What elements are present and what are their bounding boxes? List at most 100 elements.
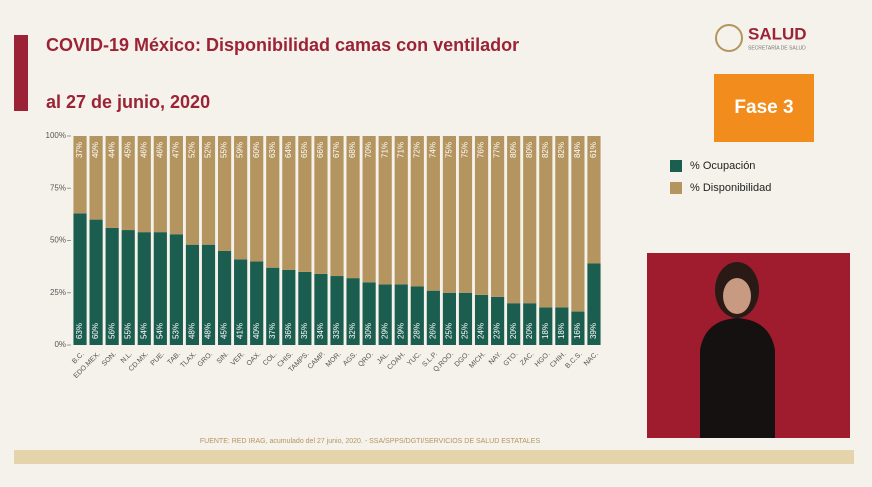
value-label: 71% (380, 142, 389, 158)
value-label: 37% (268, 323, 277, 339)
value-label: 45% (220, 323, 229, 339)
y-tick-label: 100% (46, 131, 66, 140)
bar-segment (458, 136, 473, 293)
bar-segment (169, 234, 183, 345)
bar-segment (73, 213, 87, 345)
value-label: 32% (348, 323, 357, 339)
value-label: 61% (589, 142, 598, 158)
chart-title: COVID-19 México: Disponibilidad camas co… (46, 35, 519, 55)
value-label: 53% (172, 323, 181, 339)
value-label: 52% (188, 142, 197, 158)
bar-segment (105, 136, 119, 228)
phase-label: Fase 3 (734, 97, 793, 118)
value-label: 45% (123, 142, 132, 158)
value-label: 47% (172, 142, 181, 158)
value-label: 54% (155, 323, 164, 339)
bar-segment (410, 286, 424, 345)
phase-badge (714, 74, 814, 142)
value-label: 63% (75, 323, 84, 339)
bar-segment (137, 232, 151, 345)
value-label: 68% (348, 142, 357, 158)
bar-segment (89, 219, 103, 345)
bar-segment (507, 303, 521, 345)
bar-segment (282, 136, 296, 270)
value-label: 65% (300, 142, 309, 158)
bar-segment (282, 269, 296, 345)
bar-segment (153, 136, 167, 233)
bar-segment (523, 303, 537, 345)
value-label: 41% (236, 323, 245, 339)
value-label: 30% (364, 323, 373, 339)
value-label: 23% (493, 323, 502, 339)
bar-segment (555, 136, 569, 308)
bar-segment (217, 136, 232, 251)
bar-segment (330, 276, 344, 345)
bar-segment (314, 136, 328, 274)
value-label: 18% (557, 323, 566, 339)
bar-segment (378, 136, 392, 285)
value-label: 72% (412, 142, 421, 158)
bar-segment (250, 261, 264, 345)
bar-segment (362, 282, 376, 345)
value-label: 29% (396, 323, 405, 339)
value-label: 29% (380, 323, 389, 339)
bar-segment (266, 267, 280, 345)
bar-segment (89, 136, 103, 220)
footer-strip (14, 450, 854, 464)
value-label: 82% (541, 142, 550, 158)
accent-bar (14, 35, 28, 111)
interpreter-body (700, 318, 775, 438)
value-label: 28% (412, 323, 421, 339)
bar-segment (298, 271, 312, 345)
bar-segment (442, 136, 457, 293)
bar-segment (442, 292, 457, 345)
bar-segment (587, 136, 601, 264)
y-tick-label: 0% (54, 340, 66, 349)
value-label: 48% (204, 323, 213, 339)
bar-segment (169, 136, 183, 235)
bar-segment (185, 244, 200, 345)
bar-segment (234, 259, 248, 345)
value-label: 24% (477, 323, 486, 339)
legend-label: % Disponibilidad (690, 182, 771, 194)
bar-segment (153, 232, 167, 345)
value-label: 76% (477, 142, 486, 158)
value-label: 80% (525, 142, 534, 158)
bar-segment (555, 307, 569, 345)
bar-segment (539, 307, 553, 345)
legend-label: % Ocupación (690, 160, 755, 172)
value-label: 84% (573, 142, 582, 158)
value-label: 80% (509, 142, 518, 158)
value-label: 74% (428, 142, 437, 158)
y-tick-label: 75% (50, 183, 66, 192)
bar-segment (378, 284, 392, 345)
value-label: 39% (589, 323, 598, 339)
bar-segment (105, 227, 119, 345)
chart-subtitle: al 27 de junio, 2020 (46, 92, 210, 112)
legend-swatch (670, 182, 682, 194)
value-label: 37% (75, 142, 84, 158)
value-label: 34% (316, 323, 325, 339)
bar-segment (474, 136, 489, 295)
value-label: 77% (493, 142, 502, 158)
bar-segment (491, 296, 505, 345)
value-label: 40% (252, 323, 261, 339)
value-label: 66% (316, 142, 325, 158)
bar-segment (346, 278, 360, 345)
y-tick-label: 50% (50, 236, 66, 245)
bar-segment (394, 136, 408, 285)
value-label: 33% (332, 323, 341, 339)
value-label: 48% (188, 323, 197, 339)
value-label: 60% (252, 142, 261, 158)
bar-segment (217, 250, 232, 345)
bar-segment (474, 294, 489, 345)
value-label: 59% (236, 142, 245, 158)
value-label: 46% (155, 142, 164, 158)
bar-segment (234, 136, 248, 260)
value-label: 26% (428, 323, 437, 339)
bar-segment (137, 136, 151, 233)
source-note: FUENTE: RED IRAG, acumulado del 27 junio… (200, 438, 541, 445)
bar-segment (121, 230, 135, 345)
value-label: 44% (107, 142, 116, 158)
